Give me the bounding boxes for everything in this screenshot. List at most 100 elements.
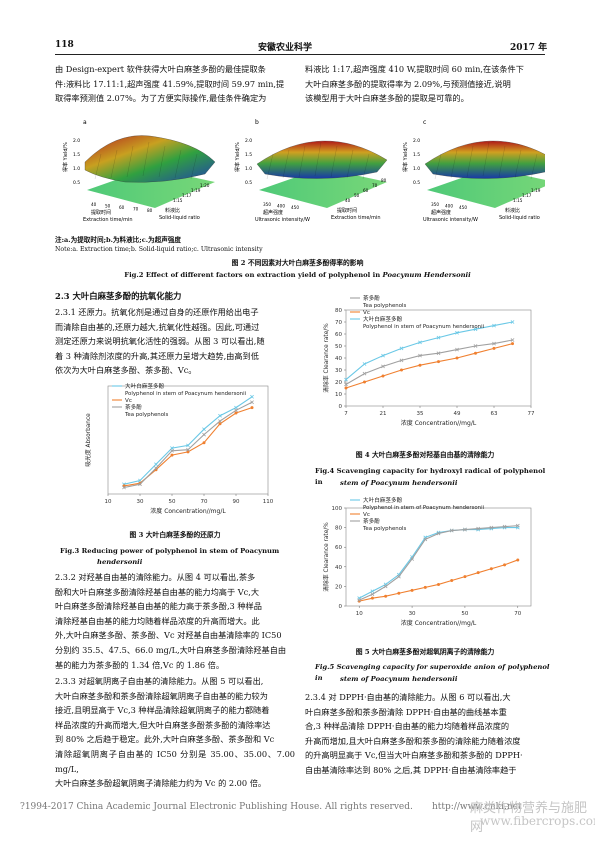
- data-point: [344, 386, 348, 390]
- y-axis-title: 清除率 Clearance rate/%: [322, 323, 330, 393]
- text-line: 基的能力为茶多酚的 1.34 倍,Vc 的 1.86 倍。: [55, 659, 225, 670]
- y-tick-label: 80: [335, 308, 342, 314]
- mesh-line: [142, 141, 150, 177]
- data-point: [383, 584, 388, 589]
- y-axis-label-cn: 料液比: [505, 207, 520, 214]
- data-point: [397, 591, 401, 595]
- mesh-line: [466, 145, 474, 178]
- data-point: [436, 335, 441, 340]
- watermark-cn: 麻类作物营养与施肥网: [470, 801, 588, 835]
- x-axis-label-en: Extraction time/min: [83, 217, 133, 223]
- data-point: [510, 338, 515, 342]
- y-tick-label: 50: [335, 344, 342, 350]
- data-point: [516, 558, 520, 562]
- fig3-caption-en-2: hendersonii: [97, 558, 143, 566]
- data-point: [186, 447, 190, 452]
- z-tick: 0.5: [73, 180, 80, 186]
- data-point: [250, 400, 254, 405]
- legend-sublabel: Tea polyphenols: [362, 526, 406, 532]
- y-tick-label: 60: [335, 545, 342, 551]
- mesh-line: [362, 153, 370, 180]
- legend-sublabel: Polyphenol in stem of Poacynum henderson…: [125, 391, 246, 397]
- text-line: 大叶白麻茎多酚超氧阴离子清除能力约为 Vc 的 2.00 倍。: [55, 778, 267, 789]
- section-2-3-1: 2.3.1 还原力。抗氧化剂是通过自身的还原作用给出电子 而清除自由基的,还原力…: [55, 305, 295, 378]
- z-tick: 1.0: [73, 166, 80, 172]
- figure-3-chart: 10 30 50 70 90 110 浓度 Concentration//mg/L 吸光度 A…: [80, 378, 280, 526]
- y-tick: 1:15: [513, 198, 523, 203]
- z-tick: 2.0: [413, 138, 420, 144]
- data-point: [436, 531, 441, 536]
- x-axis-label-en: Ultrasonic intensity/W: [255, 217, 310, 223]
- y-tick-label: 40: [335, 356, 342, 362]
- text-line: 叶白麻茎多酚和茶多酚清除 DPPH·自由基的曲线基本重: [305, 706, 507, 717]
- x-axis-label-en: Ultrasonic intensity/W: [423, 217, 478, 223]
- panel-letter: b: [255, 119, 259, 126]
- series-line: [123, 407, 253, 487]
- data-point: [503, 563, 507, 567]
- text-line: 的升高明显高于 Vc,但当大叶白麻茎多酚和茶多酚的 DPPH·: [305, 750, 523, 761]
- x-tick-label: 70: [201, 499, 208, 505]
- y-tick-label: 10: [335, 392, 342, 398]
- x-tick-label: 49: [454, 411, 461, 417]
- y-tick-label: 80: [335, 526, 342, 532]
- y-tick: 80: [381, 178, 387, 183]
- mesh-line: [450, 149, 458, 179]
- legend-label: Vc: [363, 310, 370, 316]
- data-point: [492, 346, 496, 350]
- footer-url[interactable]: http://www.cnki.net: [432, 802, 522, 812]
- x-axis-title: 浓度 Concentration//mg/L: [401, 419, 477, 427]
- data-point: [463, 527, 467, 532]
- figure-5-chart: 0 20 40 60 80 100 10 30 50 70 浓度 Concentration//mg…: [312, 494, 547, 642]
- y-tick-label: 0: [339, 404, 343, 410]
- y-tick-label: 40: [335, 565, 342, 571]
- legend-label: 大叶白麻茎多酚: [363, 315, 403, 323]
- mesh-line: [282, 149, 290, 179]
- text-line: 件:液料比 17.11:1,超声强度 41.59%,提取时间 59.97 min…: [55, 78, 285, 89]
- legend-label: 茶多酚: [125, 403, 142, 411]
- data-point: [476, 571, 480, 575]
- x-tick-label: 50: [169, 499, 176, 505]
- y-tick: 1:19: [531, 188, 541, 193]
- mesh-line: [94, 153, 102, 180]
- data-point: [202, 427, 206, 432]
- y-axis-title: 清除率 Clearance rate/%: [322, 522, 330, 592]
- y-tick-label: 0: [339, 604, 343, 610]
- text-line: 大叶白麻茎多酚和茶多酚清除超氧阴离子自由基的能力较为: [55, 690, 268, 701]
- mesh-line: [266, 153, 274, 180]
- data-point: [492, 341, 496, 346]
- data-point: [473, 327, 478, 332]
- text-line: 测定还原力来说明抗氧化活性的强弱。从图 3 可以看出,随: [55, 336, 265, 347]
- text-line: 2.3.1 还原力。抗氧化剂是通过自身的还原作用给出电子: [55, 307, 259, 317]
- data-point: [492, 323, 496, 328]
- data-point: [423, 585, 427, 589]
- data-point: [170, 446, 174, 450]
- data-point: [370, 596, 374, 600]
- fig3-svg: 10 30 50 70 90 110 浓度 Concentration//mg/L 吸光度 A…: [84, 382, 274, 515]
- intro-right: 料液比 1:17,超声强度 410 W,提取时间 60 min,在该条件下 大叶…: [305, 62, 545, 106]
- data-point: [138, 478, 142, 483]
- data-point: [396, 574, 401, 579]
- y-tick-label: 100: [332, 506, 343, 512]
- x-tick: 450: [291, 205, 299, 210]
- x-tick-label: 110: [263, 499, 274, 505]
- data-point: [370, 589, 375, 594]
- x-tick-label: 7: [344, 411, 348, 417]
- z-tick: 1.5: [245, 152, 252, 158]
- x-axis-label-cn: 超声强度: [431, 209, 451, 216]
- x-tick-label: 10: [356, 611, 363, 617]
- data-point: [170, 453, 174, 457]
- fig4-caption-en-1: Fig.4 Scavenging capacity for hydroxyl r…: [315, 467, 546, 486]
- series-line: [345, 339, 513, 385]
- x-tick-label: 21: [380, 411, 387, 417]
- x-tick: 350: [431, 202, 439, 207]
- y-tick-label: 20: [335, 584, 342, 590]
- x-tick: 80: [147, 208, 153, 213]
- x-tick-label: 70: [514, 611, 521, 617]
- text-line: 到 80% 之后趋于稳定。此外,大叶白麻茎多酚、茶多酚和 Vc: [55, 734, 275, 745]
- x-tick-label: 35: [417, 411, 424, 417]
- data-point: [234, 408, 238, 413]
- data-point: [202, 432, 206, 437]
- y-axis-label-en: Extraction time/min: [331, 215, 381, 221]
- text-line: 合,3 种样品清除 DPPH·自由基的能力均随着样品浓度的: [305, 721, 510, 732]
